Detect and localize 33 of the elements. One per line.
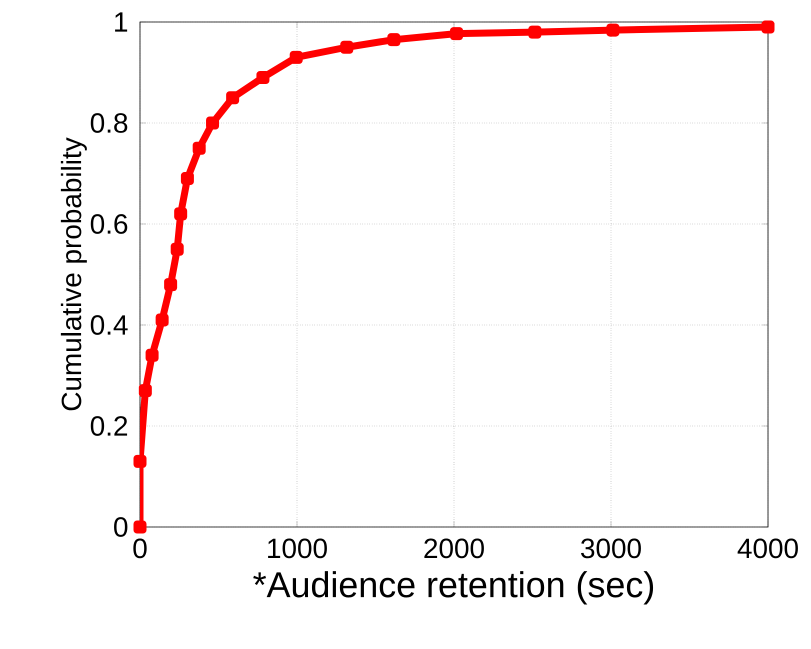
- point: [192, 142, 206, 155]
- point: [340, 40, 354, 54]
- x-tick-label: 3000: [581, 538, 641, 558]
- point: [206, 116, 220, 130]
- point: [606, 24, 620, 37]
- point: [450, 27, 464, 40]
- point: [146, 348, 159, 362]
- y-tick-label: 1: [115, 12, 128, 32]
- point: [170, 242, 184, 256]
- point: [226, 91, 240, 104]
- point: [174, 207, 188, 220]
- x-tick-label: 0: [133, 538, 147, 558]
- y-tick-label: 0.2: [90, 416, 128, 436]
- point: [164, 278, 178, 292]
- y-tick-label: 0.8: [90, 113, 128, 133]
- point: [387, 33, 400, 46]
- x-tick-label: 1000: [268, 538, 327, 558]
- point: [180, 172, 194, 186]
- point: [762, 20, 775, 34]
- point: [528, 26, 542, 39]
- x-tick-label: 4000: [738, 538, 798, 558]
- point: [134, 454, 146, 468]
- x-axis-title: *Audience retention (sec): [253, 571, 654, 605]
- point: [256, 71, 270, 84]
- y-tick-label: 0.4: [90, 315, 128, 335]
- point: [156, 313, 169, 326]
- y-axis-title: Cumulative probability: [60, 137, 87, 410]
- point: [138, 384, 152, 398]
- y-tick-label: 0.6: [90, 214, 128, 234]
- point: [134, 520, 146, 534]
- x-tick-label: 2000: [424, 538, 484, 558]
- point: [290, 50, 303, 64]
- y-tick-label: 0: [114, 517, 128, 537]
